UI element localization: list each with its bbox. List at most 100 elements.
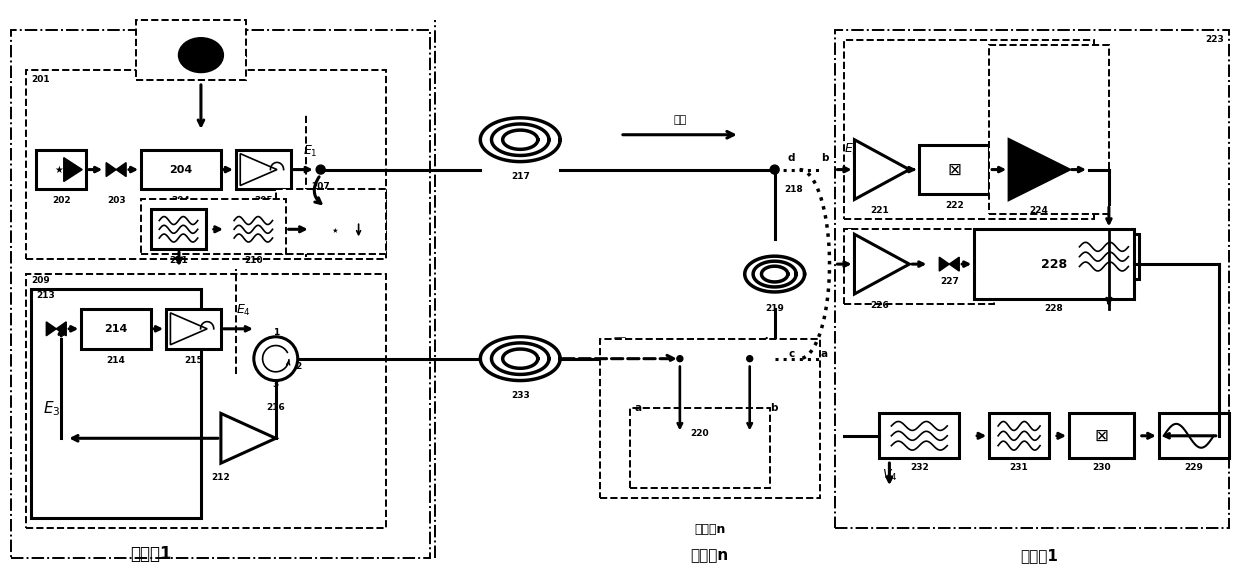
Text: $\star$: $\star$ bbox=[330, 222, 340, 236]
Polygon shape bbox=[117, 163, 126, 177]
Text: $E_2$: $E_2$ bbox=[844, 227, 859, 242]
Bar bbox=[1159, 413, 1229, 458]
Bar bbox=[835, 30, 1229, 528]
Text: 230: 230 bbox=[1092, 463, 1111, 472]
Text: 204: 204 bbox=[171, 196, 191, 206]
Bar bbox=[151, 210, 206, 249]
Text: 228: 228 bbox=[1040, 258, 1068, 270]
Bar bbox=[879, 413, 960, 458]
Text: $E_5$: $E_5$ bbox=[844, 142, 859, 157]
Text: b: b bbox=[770, 404, 777, 413]
Text: $\boxtimes$: $\boxtimes$ bbox=[1094, 427, 1109, 445]
Text: 221: 221 bbox=[870, 206, 889, 215]
Text: 233: 233 bbox=[511, 390, 529, 400]
Bar bbox=[11, 30, 430, 558]
Text: 222: 222 bbox=[945, 201, 963, 210]
Text: 216: 216 bbox=[267, 404, 285, 412]
Bar bbox=[990, 45, 1109, 214]
Bar bbox=[36, 150, 87, 189]
Polygon shape bbox=[241, 153, 277, 185]
Text: 201: 201 bbox=[31, 75, 50, 84]
Bar bbox=[31, 289, 201, 518]
Bar bbox=[81, 309, 151, 349]
Bar bbox=[226, 210, 280, 249]
Text: $\boxtimes$: $\boxtimes$ bbox=[947, 160, 961, 178]
Text: 231: 231 bbox=[1009, 463, 1028, 472]
Text: $V_2$: $V_2$ bbox=[280, 197, 295, 212]
Ellipse shape bbox=[179, 38, 223, 72]
Bar bbox=[844, 40, 1094, 219]
Bar bbox=[975, 229, 1133, 299]
Polygon shape bbox=[221, 413, 275, 463]
Text: 225: 225 bbox=[1090, 284, 1109, 293]
Polygon shape bbox=[854, 140, 909, 199]
Text: 202: 202 bbox=[52, 196, 71, 206]
Text: 214: 214 bbox=[107, 356, 125, 365]
Text: 后向: 后向 bbox=[614, 337, 626, 347]
Bar bbox=[990, 413, 1049, 458]
Text: d: d bbox=[787, 153, 795, 163]
Circle shape bbox=[677, 356, 683, 362]
Bar bbox=[275, 189, 386, 254]
Text: 213: 213 bbox=[36, 291, 55, 300]
Polygon shape bbox=[56, 322, 66, 336]
Circle shape bbox=[254, 337, 298, 380]
Polygon shape bbox=[854, 234, 909, 294]
Text: 219: 219 bbox=[765, 304, 784, 313]
Text: 远端站n: 远端站n bbox=[694, 523, 725, 536]
Polygon shape bbox=[63, 157, 82, 182]
Text: $V_3$: $V_3$ bbox=[994, 53, 1009, 68]
Bar bbox=[166, 309, 221, 349]
Text: 211: 211 bbox=[170, 256, 188, 265]
Polygon shape bbox=[170, 313, 207, 345]
Text: c: c bbox=[697, 337, 703, 347]
Text: 208: 208 bbox=[331, 206, 350, 215]
Text: 207: 207 bbox=[311, 182, 330, 190]
Text: 227: 227 bbox=[940, 277, 959, 286]
Polygon shape bbox=[107, 163, 117, 177]
Text: $\bigstar$: $\bigstar$ bbox=[53, 164, 63, 175]
Text: $E_3$: $E_3$ bbox=[42, 399, 60, 418]
Text: 232: 232 bbox=[910, 463, 929, 472]
Bar bbox=[1069, 234, 1138, 279]
Text: a: a bbox=[821, 349, 828, 359]
Bar bbox=[26, 274, 386, 528]
Text: 3: 3 bbox=[273, 380, 279, 389]
Text: 203: 203 bbox=[107, 196, 125, 206]
Bar bbox=[919, 145, 990, 195]
Text: 215: 215 bbox=[185, 356, 203, 365]
Bar bbox=[1069, 413, 1133, 458]
Text: b: b bbox=[821, 153, 828, 163]
Text: 224: 224 bbox=[1029, 206, 1049, 215]
Text: 212: 212 bbox=[212, 473, 231, 482]
Bar bbox=[236, 150, 290, 189]
Text: 223: 223 bbox=[1205, 35, 1224, 44]
Bar bbox=[844, 229, 994, 304]
FancyArrowPatch shape bbox=[314, 177, 321, 203]
Text: $V_1$: $V_1$ bbox=[141, 47, 156, 63]
Text: $E_4$: $E_4$ bbox=[236, 303, 250, 318]
Text: c: c bbox=[789, 349, 795, 359]
Text: 217: 217 bbox=[511, 171, 529, 181]
Polygon shape bbox=[1009, 140, 1069, 199]
Text: 本地站1: 本地站1 bbox=[130, 545, 172, 563]
Text: 远端站1: 远端站1 bbox=[1021, 548, 1058, 563]
Text: 220: 220 bbox=[691, 429, 709, 438]
Polygon shape bbox=[939, 257, 950, 271]
Text: 206: 206 bbox=[229, 50, 248, 60]
Circle shape bbox=[746, 356, 753, 362]
Text: 前向: 前向 bbox=[673, 115, 687, 125]
Text: 226: 226 bbox=[870, 301, 889, 310]
Bar bbox=[26, 70, 386, 259]
Polygon shape bbox=[950, 257, 960, 271]
Bar bbox=[141, 150, 221, 189]
Bar bbox=[630, 408, 770, 488]
Bar bbox=[600, 339, 820, 498]
Text: 1: 1 bbox=[273, 328, 279, 338]
Text: 214: 214 bbox=[104, 324, 128, 334]
Text: a: a bbox=[635, 404, 642, 413]
Text: $E_1$: $E_1$ bbox=[303, 144, 317, 159]
Text: d: d bbox=[761, 337, 769, 347]
Text: 远端站n: 远端站n bbox=[691, 548, 729, 563]
Text: 229: 229 bbox=[1184, 463, 1203, 472]
